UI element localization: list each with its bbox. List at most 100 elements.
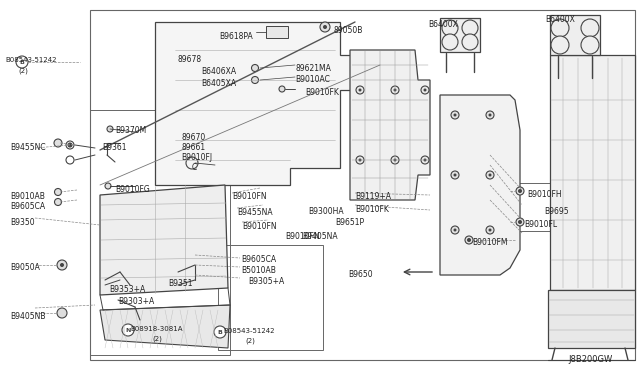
Text: B9303+A: B9303+A [118,297,154,306]
Text: 89661: 89661 [181,143,205,152]
Circle shape [424,89,426,92]
Circle shape [488,113,492,116]
Circle shape [518,189,522,193]
Text: B9351: B9351 [168,279,193,288]
Circle shape [442,20,458,36]
Text: B9010FK: B9010FK [355,205,389,214]
Circle shape [442,34,458,50]
Circle shape [358,158,362,161]
Circle shape [323,25,327,29]
Circle shape [486,111,494,119]
Polygon shape [100,185,228,295]
Polygon shape [550,15,600,55]
Text: B6405XA: B6405XA [201,79,236,88]
Text: B9618PA: B9618PA [219,32,253,41]
Text: B9010FN: B9010FN [242,222,276,231]
Circle shape [107,126,113,132]
Polygon shape [550,55,635,290]
Text: B9455NA: B9455NA [237,208,273,217]
Circle shape [320,22,330,32]
Text: 89621MA: 89621MA [295,64,331,73]
Circle shape [358,89,362,92]
Circle shape [214,326,226,338]
Circle shape [57,308,67,318]
Text: B9119+A: B9119+A [355,192,391,201]
Circle shape [394,158,397,161]
Text: B5010AB: B5010AB [241,266,276,275]
Circle shape [122,324,134,336]
Circle shape [252,64,259,71]
Circle shape [516,218,524,226]
Text: B9695: B9695 [544,207,568,216]
Text: B9605CA: B9605CA [10,202,45,211]
Text: N: N [125,327,131,333]
Circle shape [518,220,522,224]
Bar [90,110,230,355]
Text: B9300HA: B9300HA [308,207,344,216]
Circle shape [465,236,473,244]
Circle shape [356,156,364,164]
Circle shape [451,171,459,179]
Text: B9010FJ: B9010FJ [181,153,212,162]
Text: B08918-3081A: B08918-3081A [130,326,182,332]
Bar [218,245,323,350]
Circle shape [451,111,459,119]
Circle shape [421,86,429,94]
Text: B9605CA: B9605CA [241,255,276,264]
Circle shape [551,19,569,37]
Circle shape [391,86,399,94]
Circle shape [60,263,64,267]
Bar [515,183,600,231]
Circle shape [454,228,456,231]
Text: B9010AC: B9010AC [295,75,330,84]
Text: B08543-51242: B08543-51242 [223,328,275,334]
Text: 89670: 89670 [181,133,205,142]
Text: B9405NB: B9405NB [10,312,45,321]
Text: (2): (2) [18,67,28,74]
Text: B9305+A: B9305+A [248,277,284,286]
Circle shape [66,156,74,164]
Polygon shape [548,290,635,348]
Text: 89050B: 89050B [333,26,362,35]
Polygon shape [350,50,430,200]
Text: B9650: B9650 [348,270,372,279]
Text: B9370M: B9370M [115,126,147,135]
Text: (2): (2) [152,336,162,343]
Polygon shape [100,305,230,348]
Text: B6400X: B6400X [428,20,458,29]
Text: (2): (2) [245,338,255,344]
Circle shape [462,34,478,50]
Polygon shape [440,18,480,52]
Circle shape [424,158,426,161]
Circle shape [54,199,61,205]
Circle shape [16,56,28,68]
Text: B6400X: B6400X [545,15,575,24]
Text: B9010FN: B9010FN [232,192,267,201]
Circle shape [252,77,259,83]
Text: B9050A: B9050A [10,263,40,272]
Circle shape [454,173,456,176]
Circle shape [462,20,478,36]
Circle shape [486,226,494,234]
Polygon shape [155,22,360,185]
Circle shape [488,173,492,176]
Circle shape [105,183,111,189]
Text: B9361: B9361 [102,143,127,152]
Circle shape [68,143,72,147]
Bar [90,10,635,360]
Circle shape [581,19,599,37]
Text: B9651P: B9651P [335,218,364,227]
Circle shape [66,141,74,149]
Text: B9010FN: B9010FN [285,232,319,241]
Circle shape [421,156,429,164]
Circle shape [54,189,61,196]
Circle shape [467,238,471,242]
Text: B9010AB: B9010AB [10,192,45,201]
Circle shape [551,36,569,54]
Bar [266,26,288,38]
Circle shape [581,36,599,54]
Text: B9405NA: B9405NA [302,232,338,241]
Polygon shape [440,95,520,275]
Circle shape [488,228,492,231]
Text: C: C [192,163,197,172]
